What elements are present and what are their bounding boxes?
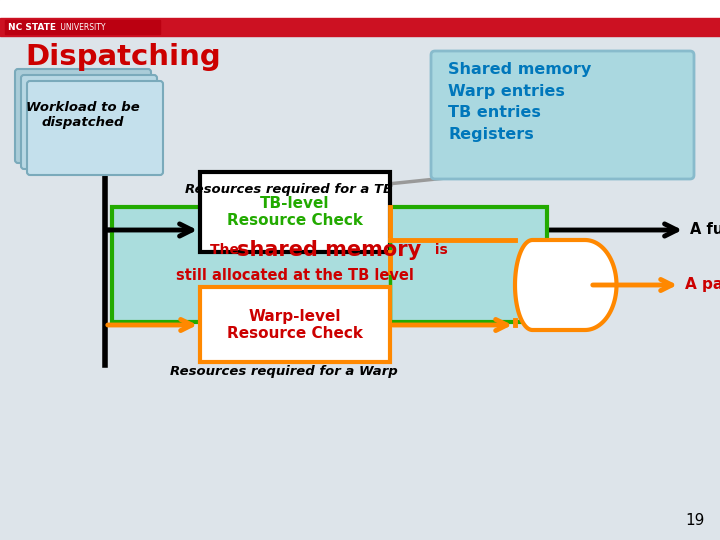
Polygon shape — [515, 240, 616, 330]
Bar — [0, 18, 720, 36]
Text: A full TB: A full TB — [690, 222, 720, 238]
Bar — [5, 20, 160, 34]
Text: shared memory: shared memory — [237, 240, 421, 260]
Text: A partial TB: A partial TB — [685, 278, 720, 293]
FancyBboxPatch shape — [27, 81, 163, 175]
Text: 19: 19 — [685, 513, 705, 528]
FancyBboxPatch shape — [431, 51, 694, 179]
FancyBboxPatch shape — [15, 69, 151, 163]
Text: Workload to be
dispatched: Workload to be dispatched — [26, 101, 140, 129]
Bar — [112, 207, 547, 322]
Text: UNIVERSITY: UNIVERSITY — [58, 23, 106, 31]
Text: still allocated at the TB level: still allocated at the TB level — [176, 267, 414, 282]
Text: is: is — [430, 243, 448, 257]
Text: Resources required for a TB: Resources required for a TB — [185, 184, 393, 197]
FancyBboxPatch shape — [21, 75, 157, 169]
Text: TB-level
Resource Check: TB-level Resource Check — [227, 196, 363, 228]
Text: Resources required for a Warp: Resources required for a Warp — [170, 366, 397, 379]
Bar — [0, 0, 720, 18]
Bar — [200, 287, 390, 362]
Text: Shared memory
Warp entries
TB entries
Registers: Shared memory Warp entries TB entries Re… — [448, 62, 591, 142]
Text: NC STATE: NC STATE — [8, 23, 56, 31]
Text: Warp-level
Resource Check: Warp-level Resource Check — [227, 309, 363, 341]
Bar — [200, 172, 390, 252]
Text: The: The — [210, 243, 244, 257]
Text: Dispatching: Dispatching — [25, 43, 221, 71]
